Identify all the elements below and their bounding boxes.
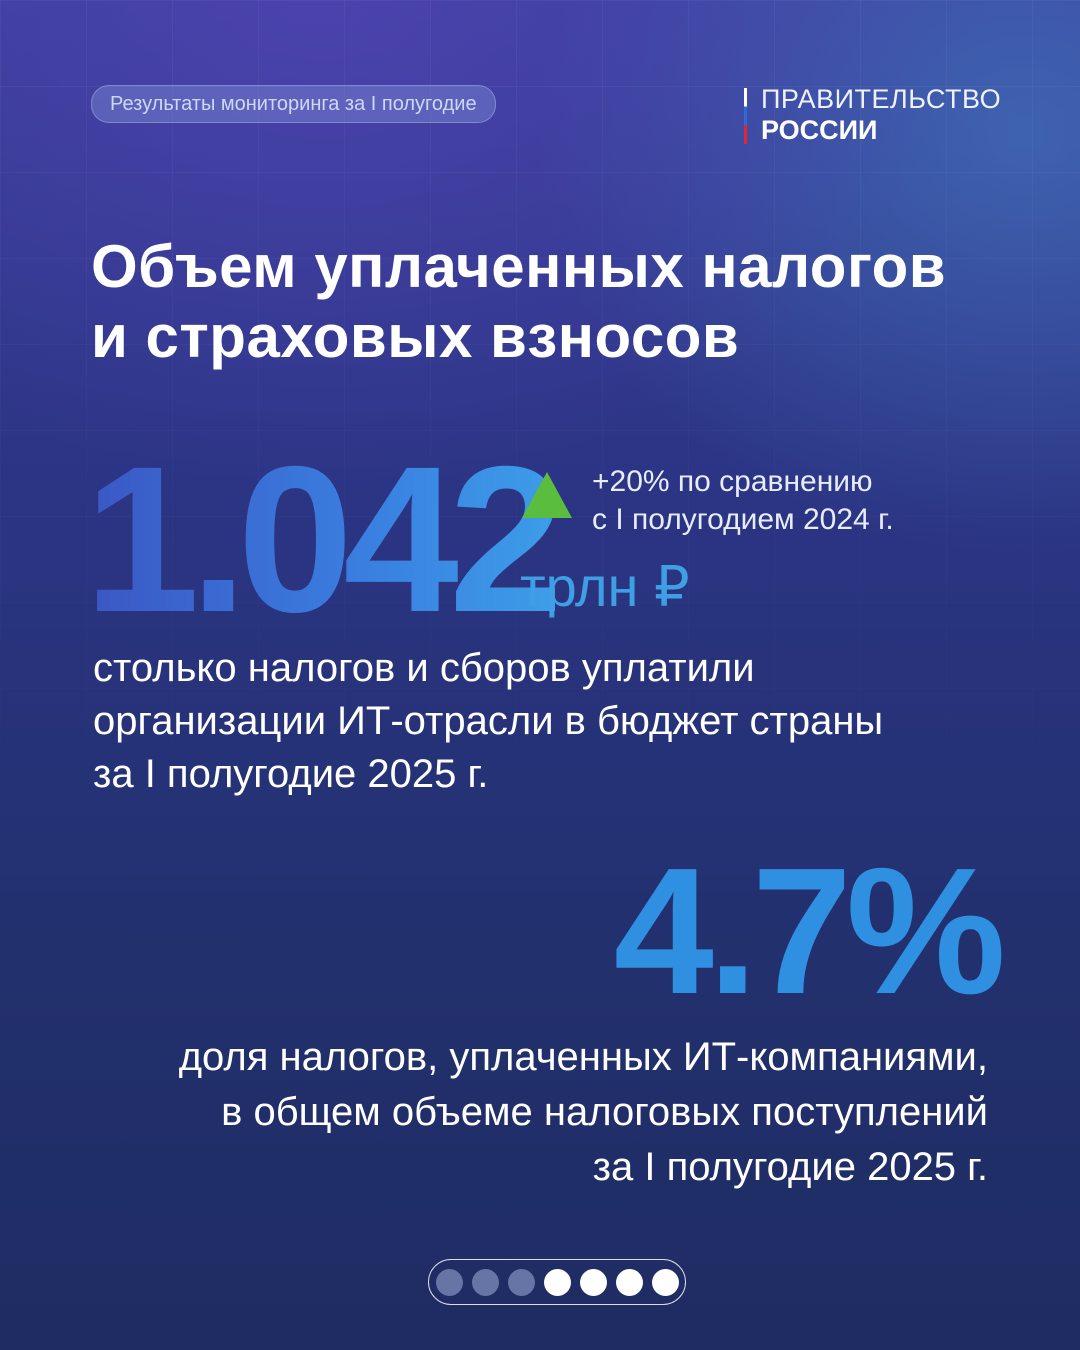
pager-dot-5[interactable] — [579, 1268, 607, 1296]
logo-line-1: ПРАВИТЕЛЬСТВО — [761, 84, 1002, 114]
share-line-1: доля налогов, уплаченных ИТ-компаниями, — [178, 1035, 988, 1079]
arrow-up-icon — [522, 472, 572, 518]
government-logo: ПРАВИТЕЛЬСТВО РОССИИ — [744, 84, 1001, 146]
title-line-2: и страховых взносов — [91, 303, 740, 370]
pager-dot-1[interactable] — [435, 1268, 463, 1296]
tax-share-description: доля налогов, уплаченных ИТ-компаниями, … — [28, 1030, 988, 1195]
logo-line-2: РОССИИ — [761, 115, 878, 145]
title-line-1: Объем уплаченных налогов — [91, 233, 947, 300]
tax-total-value: 1.042 — [84, 424, 565, 656]
page-title: Объем уплаченных налогов и страховых взн… — [91, 232, 1031, 372]
pager-dot-2[interactable] — [471, 1268, 499, 1296]
section-tag: Результаты мониторинга за I полугодие — [91, 85, 496, 123]
description-line-2: организации ИТ-отрасли в бюджет страны — [93, 699, 884, 743]
growth-note-line-1: +20% по сравнению — [592, 465, 873, 498]
pager-dot-6[interactable] — [615, 1268, 643, 1296]
tax-total-unit: трлн ₽ — [520, 555, 690, 618]
growth-note: +20% по сравнению с I полугодием 2024 г. — [592, 463, 894, 539]
growth-note-line-2: с I полугодием 2024 г. — [592, 503, 894, 536]
tax-total-description: столько налогов и сборов уплатили органи… — [93, 642, 1033, 801]
tax-share-value: 4.7% — [613, 831, 1006, 1032]
description-line-1: столько налогов и сборов уплатили — [93, 646, 755, 690]
description-line-3: за I полугодие 2025 г. — [93, 752, 489, 796]
share-line-2: в общем объеме налоговых поступлений — [221, 1090, 988, 1134]
pager-dot-7[interactable] — [651, 1268, 679, 1296]
pager-dot-3[interactable] — [507, 1268, 535, 1296]
share-line-3: за I полугодие 2025 г. — [592, 1145, 988, 1189]
pager-dot-4[interactable] — [543, 1268, 571, 1296]
carousel-pager[interactable] — [428, 1259, 686, 1305]
flag-icon — [744, 88, 747, 144]
